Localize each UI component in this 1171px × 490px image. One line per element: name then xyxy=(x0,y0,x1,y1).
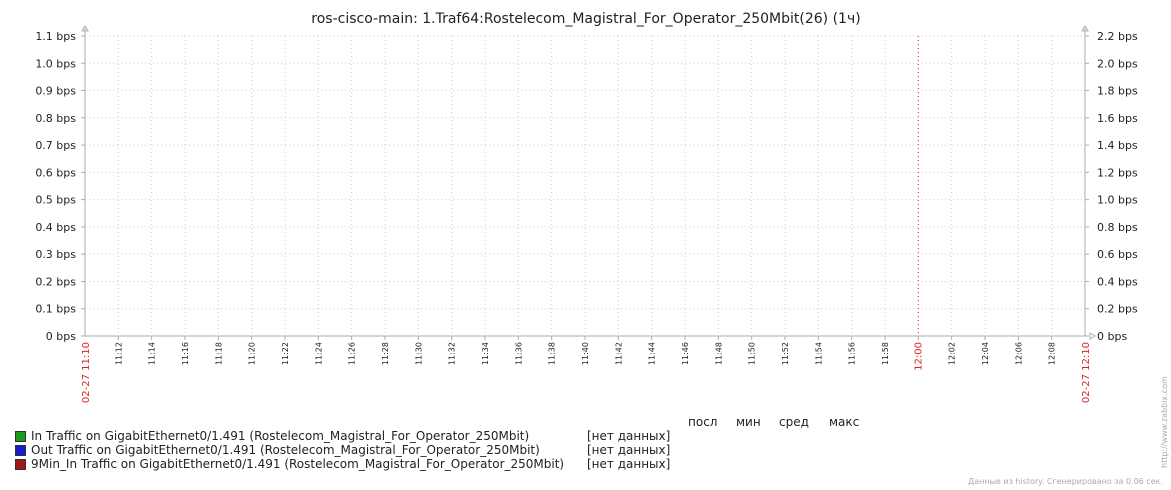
grid xyxy=(85,35,1085,336)
legend-label-9min: 9Min_In Traffic on GigabitEthernet0/1.49… xyxy=(31,457,565,471)
x-tick-label: 11:32 xyxy=(448,342,457,365)
x-tick-label: 11:46 xyxy=(681,342,690,365)
y-tick-label-left: 0 bps xyxy=(46,330,76,343)
legend-no-data-in: [нет данных] xyxy=(587,429,671,443)
x-tick-label: 11:34 xyxy=(481,342,490,365)
x-tick-label: 11:22 xyxy=(281,342,290,365)
y-tick-label-right: 1.0 bps xyxy=(1097,194,1138,207)
x-axis-arrow xyxy=(1089,332,1096,340)
y-axis-right-arrow xyxy=(1081,25,1089,32)
legend-no-data-9min: [нет данных] xyxy=(587,457,671,471)
x-tick-label: 11:54 xyxy=(814,342,823,365)
x-tick-label: 11:26 xyxy=(348,342,357,365)
y-tick-label-left: 1.1 bps xyxy=(35,30,76,43)
x-tick-label: 11:50 xyxy=(748,342,757,365)
y-tick-label-right: 1.6 bps xyxy=(1097,112,1138,125)
x-tick-label: 11:48 xyxy=(714,342,723,365)
legend-col-min: мин xyxy=(736,415,761,429)
y-tick-label-right: 0.4 bps xyxy=(1097,275,1138,288)
x-axis-labels: 11:12 11:14 11:16 11:18 11:20 11:22 11:24 11:26… xyxy=(81,342,1092,403)
y-tick-label-right: 1.4 bps xyxy=(1097,139,1138,152)
y-tick-label-right: 2.2 bps xyxy=(1097,30,1138,43)
y-axis-right-labels: 0 bps 0.2 bps 0.4 bps 0.6 bps 0.8 bps 1.0 bps… xyxy=(1097,30,1138,343)
y-tick-label-right: 0 bps xyxy=(1097,330,1127,343)
x-tick-label: 11:28 xyxy=(381,342,390,365)
legend-swatch-9min xyxy=(15,459,26,470)
x-tick-label: 11:42 xyxy=(614,342,623,365)
x-tick-label: 12:06 xyxy=(1014,342,1023,365)
x-start-label: 02-27 11:10 xyxy=(81,342,92,403)
x-tick-label: 11:18 xyxy=(214,342,223,365)
y-tick-label-left: 0.7 bps xyxy=(35,139,76,152)
y-tick-label-left: 0.1 bps xyxy=(35,303,76,316)
y-tick-label-left: 0.8 bps xyxy=(35,112,76,125)
y-tick-label-left: 0.6 bps xyxy=(35,166,76,179)
x-tick-label: 11:16 xyxy=(181,342,190,365)
legend-col-max: макс xyxy=(829,415,860,429)
legend-col-last: посл xyxy=(688,415,718,429)
x-tick-label: 12:08 xyxy=(1048,342,1057,365)
legend-swatch-in xyxy=(15,431,26,442)
x-tick-label: 11:40 xyxy=(581,342,590,365)
y-axis-left-labels: 0 bps 0.1 bps 0.2 bps 0.3 bps 0.4 bps 0.5 bps… xyxy=(35,30,76,343)
y-tick-label-left: 0.3 bps xyxy=(35,248,76,261)
y-tick-label-right: 0.8 bps xyxy=(1097,221,1138,234)
y-tick-label-right: 1.2 bps xyxy=(1097,166,1138,179)
y-tick-label-right: 0.6 bps xyxy=(1097,248,1138,261)
x-tick-label: 11:44 xyxy=(648,342,657,365)
y-tick-label-left: 0.5 bps xyxy=(35,194,76,207)
y-tick-label-right: 0.2 bps xyxy=(1097,303,1138,316)
graph-title: ros-cisco-main: 1.Traf64:Rostelecom_Magi… xyxy=(311,11,860,27)
watermark: http://www.zabbix.com xyxy=(1160,376,1169,468)
legend-swatch-out xyxy=(15,445,26,456)
y-tick-label-left: 0.4 bps xyxy=(35,221,76,234)
legend-label-out: Out Traffic on GigabitEthernet0/1.491 (R… xyxy=(31,443,540,457)
y-tick-label-left: 0.2 bps xyxy=(35,275,76,288)
x-tick-label: 11:30 xyxy=(414,342,423,365)
footer-note: Данные из history. Сгенерировано за 0.06… xyxy=(968,477,1163,486)
x-tick-label: 12:02 xyxy=(948,342,957,365)
x-tick-label: 11:56 xyxy=(848,342,857,365)
x-tick-label: 11:14 xyxy=(148,342,157,365)
y-tick-label-right: 1.8 bps xyxy=(1097,85,1138,98)
axes xyxy=(81,25,1096,340)
x-tick-label: 12:04 xyxy=(981,342,990,365)
x-tick-label: 11:58 xyxy=(881,342,890,365)
x-tick-label: 11:24 xyxy=(314,342,323,365)
x-end-label: 02-27 12:10 xyxy=(1081,342,1092,403)
x-tick-label: 11:12 xyxy=(114,342,123,365)
y-tick-label-left: 1.0 bps xyxy=(35,57,76,70)
y-tick-label-right: 2.0 bps xyxy=(1097,57,1138,70)
x-tick-label: 11:20 xyxy=(248,342,257,365)
y-axis-left-arrow xyxy=(81,25,89,32)
x-tick-label: 11:38 xyxy=(548,342,557,365)
x-tick-label: 12:00 xyxy=(913,342,924,371)
x-tick-label: 11:36 xyxy=(514,342,523,365)
legend-label-in: In Traffic on GigabitEthernet0/1.491 (Ro… xyxy=(31,429,530,443)
legend-col-avg: сред xyxy=(779,415,809,429)
y-tick-label-left: 0.9 bps xyxy=(35,85,76,98)
legend-no-data-out: [нет данных] xyxy=(587,443,671,457)
x-tick-label: 11:52 xyxy=(781,342,790,365)
